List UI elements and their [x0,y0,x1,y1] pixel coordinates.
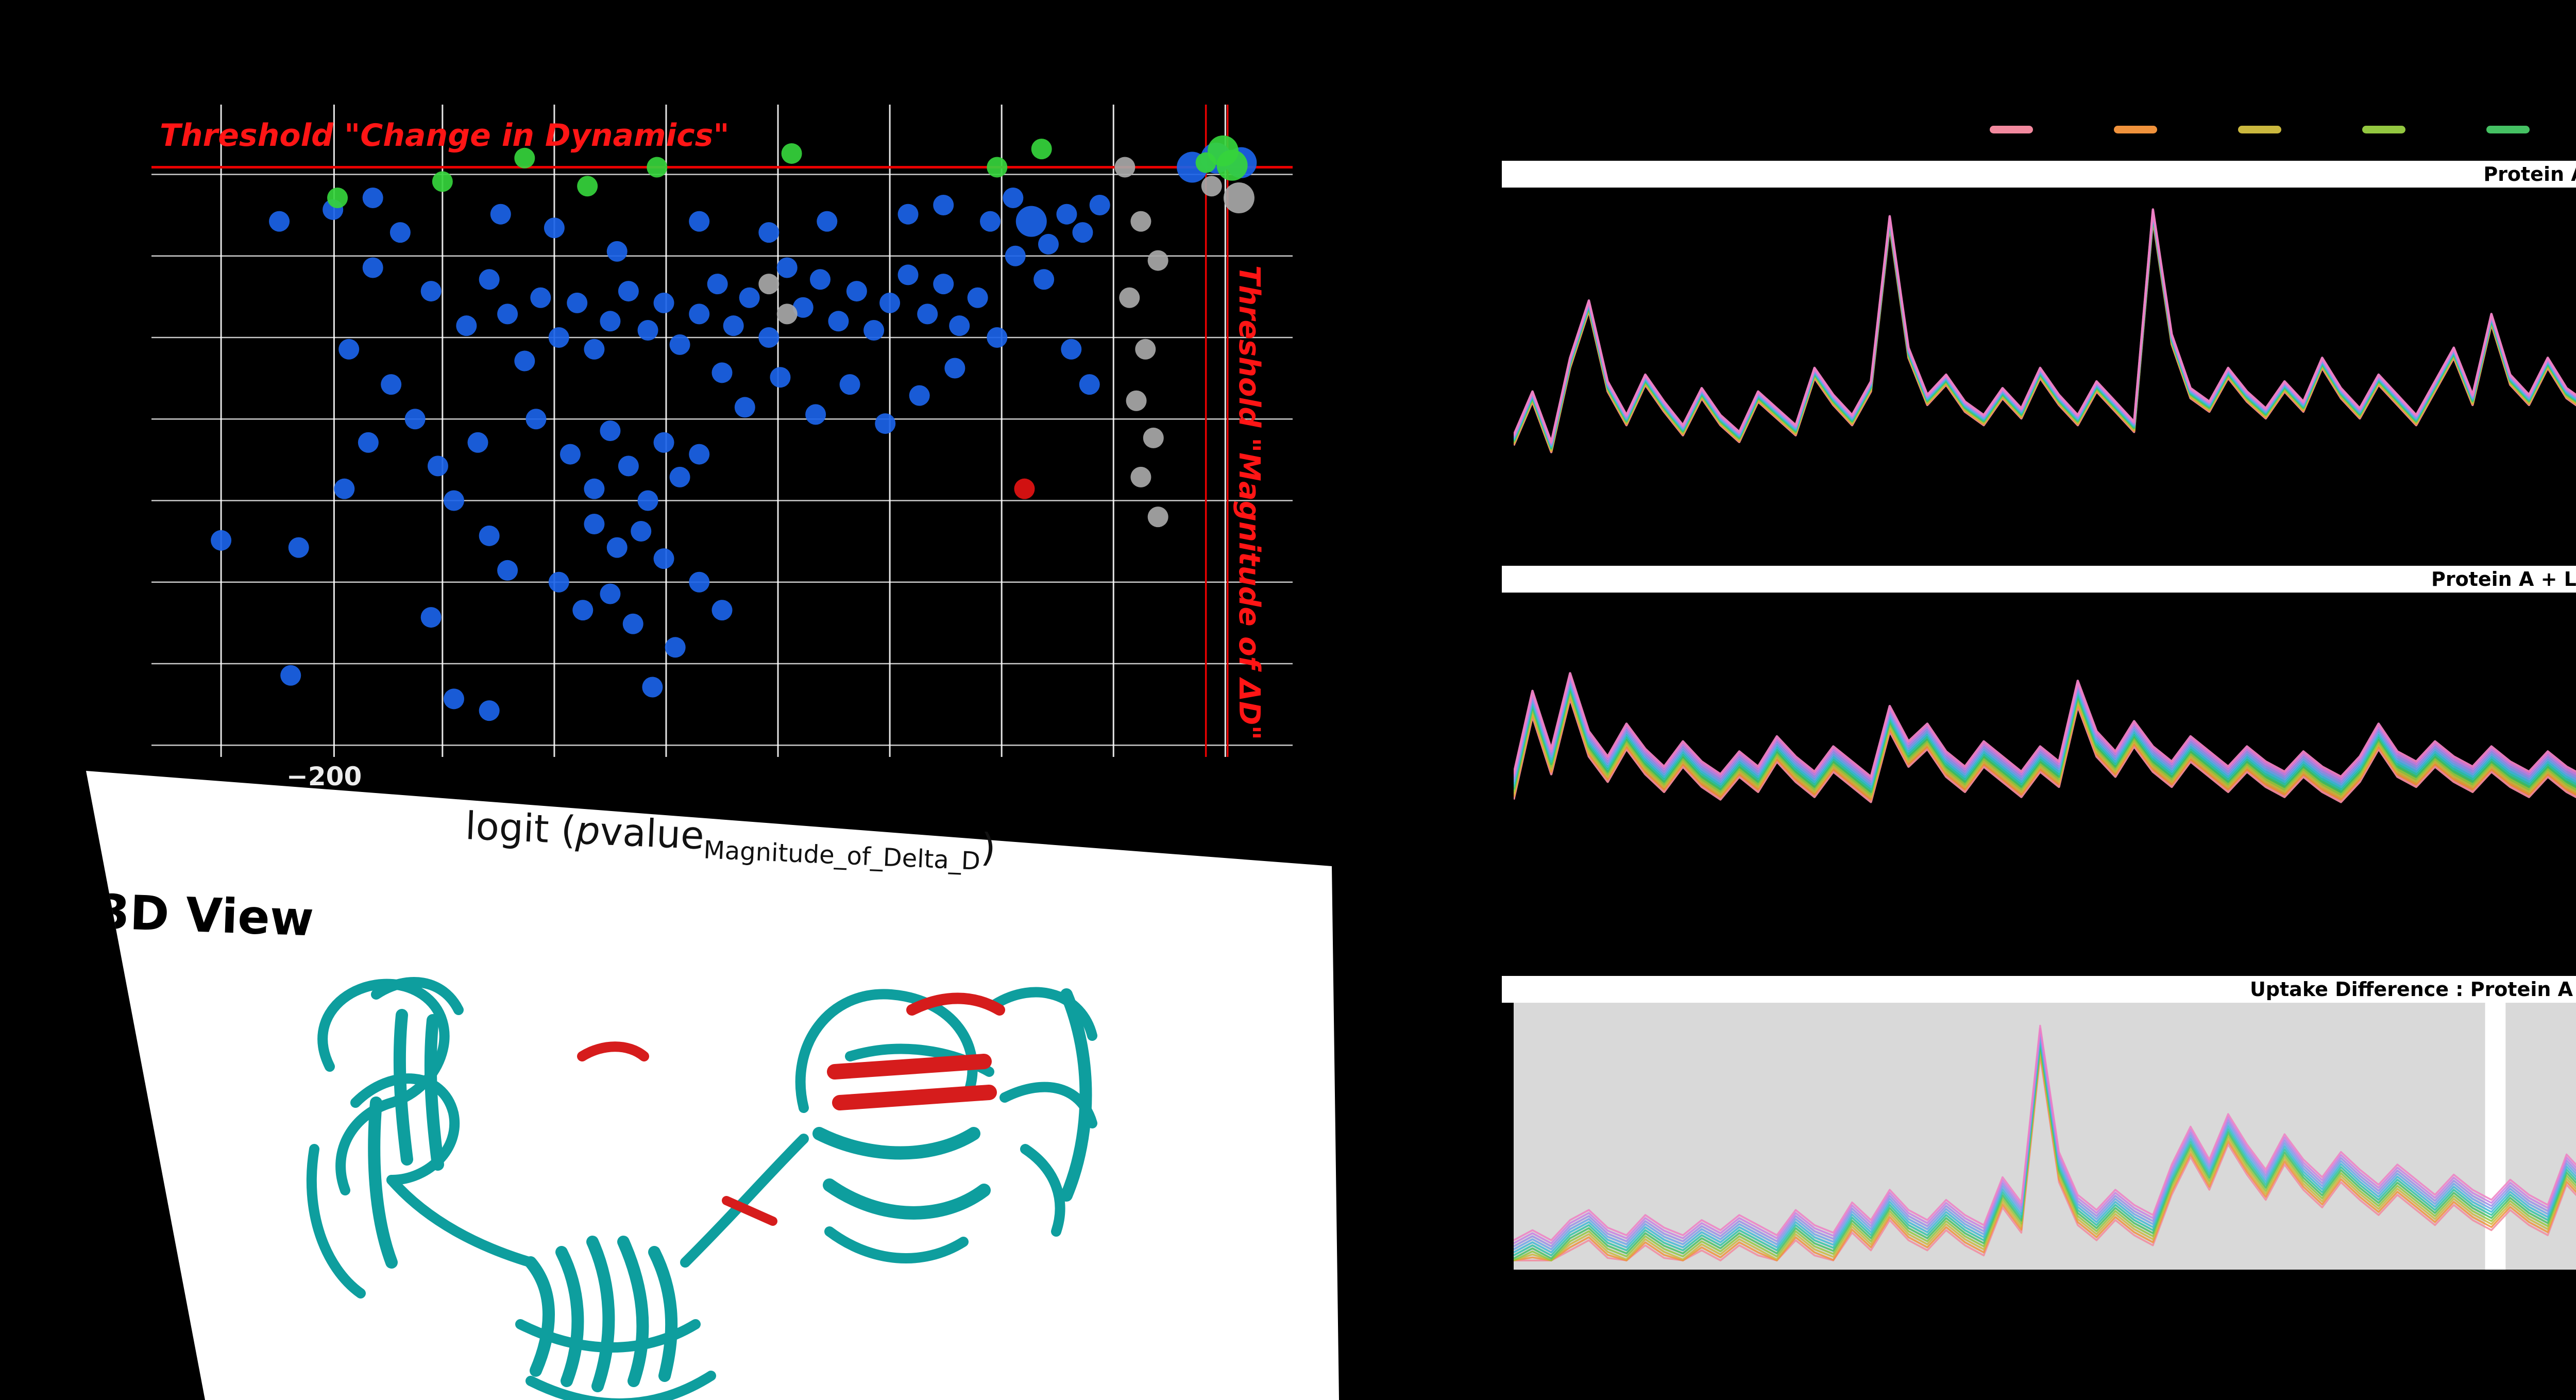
legend-dash-4[interactable] [2362,126,2405,133]
protein-ribbon-3d[interactable] [222,933,1406,1400]
panel-title-protein-a-text: Protein A [2483,163,2576,185]
ribbon-red [577,992,1005,1226]
threshold-dynamics-label: Threshold "Change in Dynamics" [160,117,730,154]
uptake-plot-protein-a-ligand[interactable] [1514,599,2576,867]
volcano-x-tick-label: −200 [286,762,362,791]
panel-title-protein-a: Protein A [1502,161,2576,188]
legend-dash-1[interactable] [1990,126,2033,133]
panel-title-uptake-difference: Uptake Difference : Protein A - (Protein… [1502,976,2576,1003]
legend-dash-2[interactable] [2114,126,2157,133]
timepoint-legend[interactable] [1990,126,2576,133]
uptake-difference-plot[interactable] [1514,1002,2576,1270]
uptake-plot-protein-a[interactable] [1514,195,2576,547]
xaxis-pre: logit ( [464,804,577,853]
view3d-panel: 3D View [86,771,1339,1400]
ribbon-teal [306,977,1097,1400]
panel-title-uptake-difference-text: Uptake Difference : Protein A - (Protein… [2249,978,2576,1001]
panel-title-protein-a-ligand-text: Protein A + Ligand [2431,568,2576,591]
volcano-plot[interactable] [151,105,1293,757]
xaxis-mid: value [599,809,705,858]
xaxis-p: p [574,808,601,854]
legend-dash-3[interactable] [2238,126,2281,133]
legend-dash-5[interactable] [2486,126,2530,133]
panel-title-protein-a-ligand: Protein A + Ligand [1502,566,2576,593]
xaxis-post: ) [980,825,997,871]
threshold-magnitude-label: Threshold "Magnitude of ΔD" [1232,265,1266,740]
